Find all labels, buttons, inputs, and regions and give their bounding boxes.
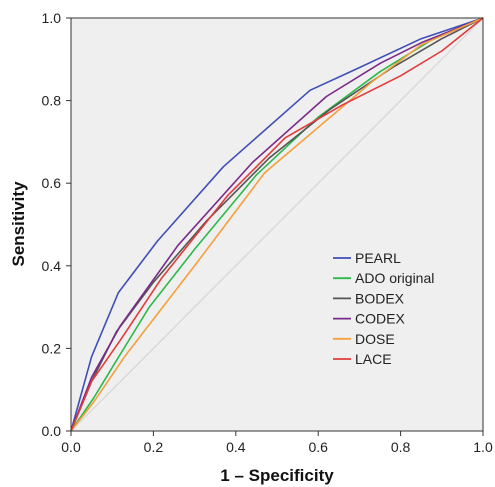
x-tick-label: 0.2 [144, 439, 164, 455]
x-axis: 0.0 0.2 0.4 0.6 0.8 1.0 [61, 431, 493, 455]
legend-label: CODEX [355, 311, 405, 327]
y-tick-label: 0.6 [42, 175, 62, 191]
y-tick-label: 0.8 [42, 93, 62, 109]
x-tick-label: 0.8 [391, 439, 411, 455]
series-layer [70, 17, 484, 432]
legend: PEARL ADO original BODEX CODEX DOSE LACE [333, 250, 434, 367]
plot-frame [70, 17, 484, 432]
y-tick-label: 0.4 [42, 258, 62, 274]
legend-label: DOSE [355, 331, 395, 347]
x-tick-label: 1.0 [473, 439, 493, 455]
legend-label: PEARL [355, 250, 401, 266]
reference-diagonal [70, 17, 484, 432]
y-tick-label: 0.0 [42, 423, 62, 439]
series-line-codex [70, 17, 484, 432]
x-axis-title: 1 – Specificity [220, 466, 334, 485]
legend-label: BODEX [355, 290, 405, 306]
series-line-dose [70, 17, 484, 432]
series-line-lace [70, 17, 484, 432]
x-tick-label: 0.6 [308, 439, 328, 455]
y-tick-label: 1.0 [42, 10, 62, 26]
legend-label: ADO original [355, 270, 434, 286]
y-axis: 0.0 0.2 0.4 0.6 0.8 1.0 [42, 10, 71, 439]
series-line-pearl [70, 17, 484, 432]
x-tick-label: 0.0 [61, 439, 81, 455]
x-tick-label: 0.4 [226, 439, 246, 455]
legend-label: LACE [355, 351, 392, 367]
y-tick-label: 0.2 [42, 340, 62, 356]
y-axis-title: Sensitivity [9, 181, 28, 267]
